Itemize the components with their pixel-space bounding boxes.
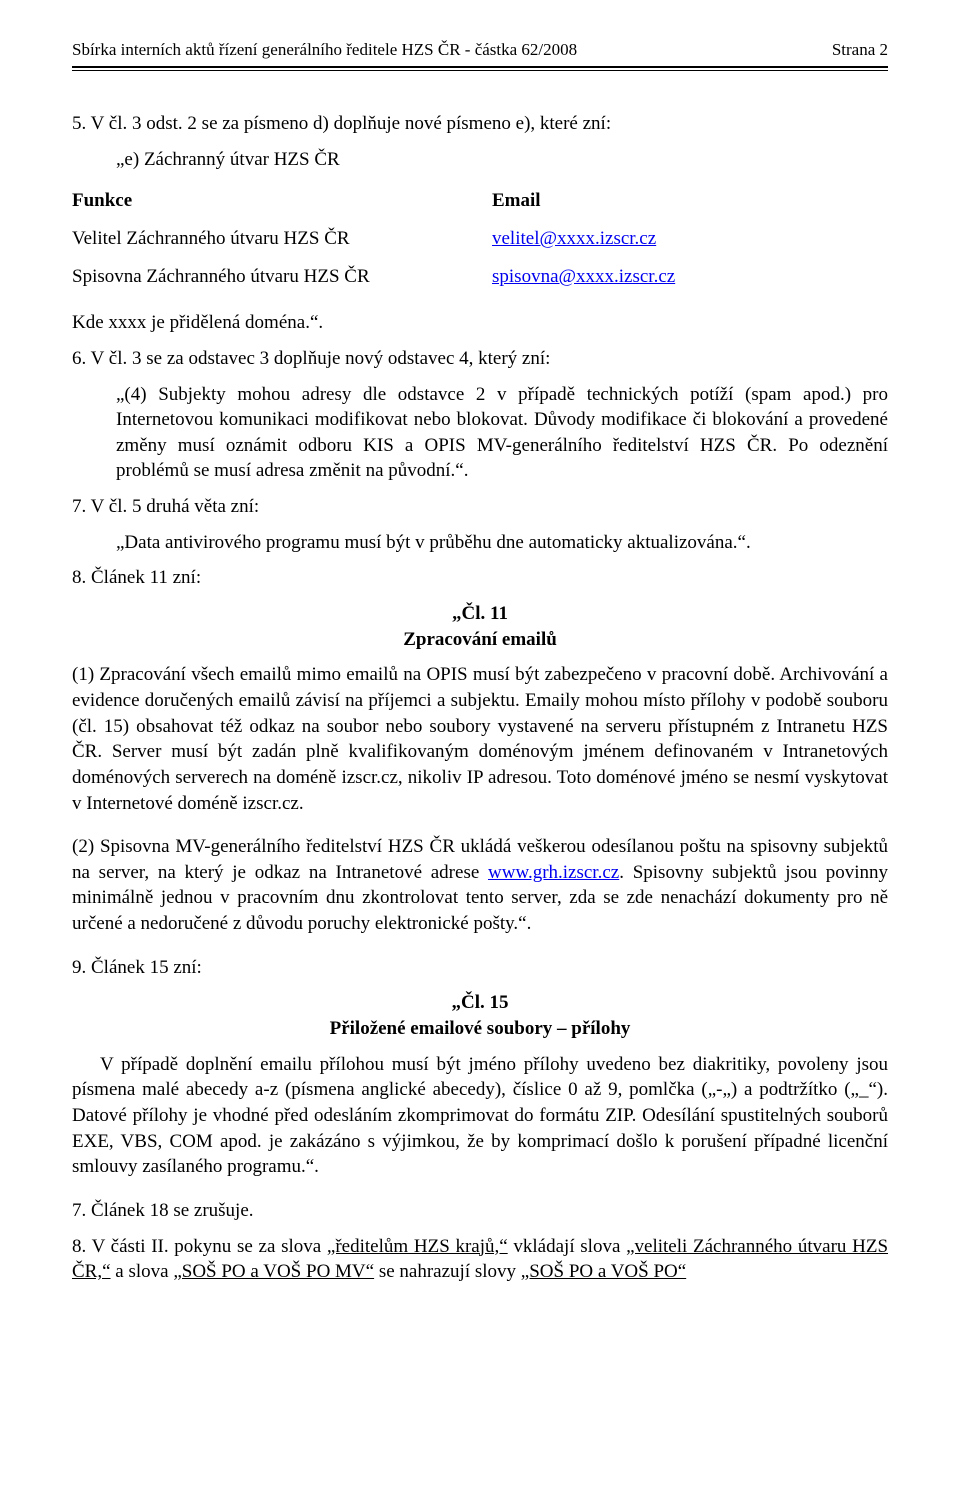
section-9-lead: 9. Článek 15 zní: xyxy=(72,955,888,981)
table-cell-email: spisovna@xxxx.izscr.cz xyxy=(492,266,675,288)
table-cell-email: velitel@xxxx.izscr.cz xyxy=(492,228,656,250)
section-7-quote: „Data antivirového programu musí být v p… xyxy=(116,530,888,556)
section-8-lead: 8. Článek 11 zní: xyxy=(72,565,888,591)
section-8b-mid3: se nahrazují slovy xyxy=(374,1261,521,1282)
table-row: Velitel Záchranného útvaru HZS ČR velite… xyxy=(72,228,888,250)
section-8b-u4: „SOŠ PO a VOŠ PO“ xyxy=(521,1261,686,1282)
email-link-spisovna[interactable]: spisovna@xxxx.izscr.cz xyxy=(492,266,675,287)
section-8b: 8. V části II. pokynu se za slova „ředit… xyxy=(72,1234,888,1285)
article-11-title: Zpracování emailů xyxy=(72,627,888,653)
section-6-lead: 6. V čl. 3 se za odstavec 3 doplňuje nov… xyxy=(72,346,888,372)
table-cell-funkce: Spisovna Záchranného útvaru HZS ČR xyxy=(72,266,492,288)
section-6-quote: „(4) Subjekty mohou adresy dle odstavce … xyxy=(116,382,888,485)
intranet-link[interactable]: www.grh.izscr.cz xyxy=(488,862,619,883)
section-8b-mid2: a slova xyxy=(111,1261,174,1282)
domain-note: Kde xxxx je přidělená doména.“. xyxy=(72,310,888,336)
section-5-lead: 5. V čl. 3 odst. 2 se za písmeno d) dopl… xyxy=(72,111,888,137)
article-11-num: „Čl. 11 xyxy=(72,601,888,627)
email-link-velitel[interactable]: velitel@xxxx.izscr.cz xyxy=(492,228,656,249)
section-8b-before: 8. V části II. pokynu se za slova xyxy=(72,1236,327,1257)
contacts-table: Funkce Email Velitel Záchranného útvaru … xyxy=(72,190,888,288)
section-8b-u3: „SOŠ PO a VOŠ PO MV“ xyxy=(173,1261,374,1282)
section-8b-mid1: vkládají slova xyxy=(508,1236,626,1257)
header-right: Strana 2 xyxy=(832,40,888,60)
header-left: Sbírka interních aktů řízení generálního… xyxy=(72,40,577,60)
article-15-body: V případě doplnění emailu přílohou musí … xyxy=(72,1052,888,1180)
section-7b: 7. Článek 18 se zrušuje. xyxy=(72,1198,888,1224)
section-8b-u1: „ředitelům HZS krajů,“ xyxy=(327,1236,508,1257)
header-rule-thin xyxy=(72,70,888,71)
table-head-funkce: Funkce xyxy=(72,190,492,212)
table-cell-funkce: Velitel Záchranného útvaru HZS ČR xyxy=(72,228,492,250)
table-head-email: Email xyxy=(492,190,541,212)
table-header-row: Funkce Email xyxy=(72,190,888,212)
article-15-title: Přiložené emailové soubory – přílohy xyxy=(72,1016,888,1042)
section-5-quote: „e) Záchranný útvar HZS ČR xyxy=(116,147,888,173)
article-15-num: „Čl. 15 xyxy=(72,990,888,1016)
table-row: Spisovna Záchranného útvaru HZS ČR spiso… xyxy=(72,266,888,288)
article-11-p2: (2) Spisovna MV-generálního ředitelství … xyxy=(72,834,888,937)
header-rule-thick xyxy=(72,66,888,68)
page-header: Sbírka interních aktů řízení generálního… xyxy=(72,40,888,60)
article-11-p1: (1) Zpracování všech emailů mimo emailů … xyxy=(72,662,888,816)
section-7-lead: 7. V čl. 5 druhá věta zní: xyxy=(72,494,888,520)
